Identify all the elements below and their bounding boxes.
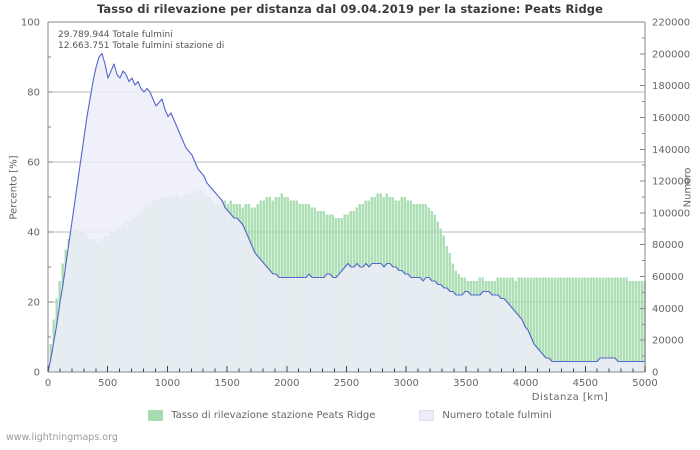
series-total-lightning-line [47, 52, 645, 373]
svg-text:20: 20 [27, 298, 40, 309]
chart-title: Tasso di rilevazione per distanza dal 09… [96, 2, 604, 16]
x-axis-label: Distanza [km] [531, 392, 609, 403]
legend-label-detection-rate: Tasso di rilevazione stazione Peats Ridg… [171, 410, 376, 421]
legend-item-total-lightning[interactable]: Numero totale fulmini [419, 410, 552, 421]
footer-site-url: www.lightningmaps.org [6, 432, 118, 443]
legend-swatch-total-lightning [419, 410, 435, 421]
svg-text:80: 80 [27, 88, 40, 99]
svg-text:2000: 2000 [274, 378, 299, 389]
legend-label-total-lightning: Numero totale fulmini [442, 410, 552, 421]
legend-swatch-detection-rate [148, 410, 164, 421]
svg-text:220000: 220000 [652, 18, 690, 29]
svg-text:40: 40 [27, 228, 40, 239]
svg-text:3500: 3500 [453, 378, 478, 389]
svg-text:180000: 180000 [652, 81, 690, 92]
annotation-station-lightning: 12.663.751 Totale fulmini stazione di [58, 41, 225, 51]
svg-text:20000: 20000 [652, 336, 684, 347]
svg-text:100: 100 [21, 18, 40, 29]
svg-text:100000: 100000 [652, 208, 690, 219]
svg-text:1000: 1000 [155, 378, 180, 389]
svg-text:80000: 80000 [652, 240, 684, 251]
svg-text:140000: 140000 [652, 145, 690, 156]
svg-text:60000: 60000 [652, 272, 684, 283]
svg-text:60: 60 [27, 158, 40, 169]
svg-text:200000: 200000 [652, 49, 690, 60]
y-axis-label-left: Percento [%] [8, 155, 20, 220]
svg-text:4000: 4000 [513, 378, 538, 389]
svg-text:0: 0 [34, 368, 40, 379]
series-total-lightning-fill [48, 53, 645, 372]
svg-text:40000: 40000 [652, 304, 684, 315]
svg-text:1500: 1500 [214, 378, 239, 389]
svg-text:500: 500 [98, 378, 117, 389]
svg-text:3000: 3000 [393, 378, 418, 389]
annotation-total-lightning: 29.789.944 Totale fulmini [58, 30, 173, 40]
legend-item-detection-rate[interactable]: Tasso di rilevazione stazione Peats Ridg… [148, 410, 375, 421]
svg-text:2500: 2500 [334, 378, 359, 389]
svg-text:5000: 5000 [632, 378, 657, 389]
y-axis-label-right: Numero [682, 167, 694, 208]
svg-text:160000: 160000 [652, 113, 690, 124]
svg-text:0: 0 [45, 378, 51, 389]
svg-text:4500: 4500 [573, 378, 598, 389]
svg-text:120000: 120000 [652, 177, 690, 188]
chart-legend: Tasso di rilevazione stazione Peats Ridg… [0, 410, 700, 421]
svg-text:0: 0 [652, 368, 658, 379]
